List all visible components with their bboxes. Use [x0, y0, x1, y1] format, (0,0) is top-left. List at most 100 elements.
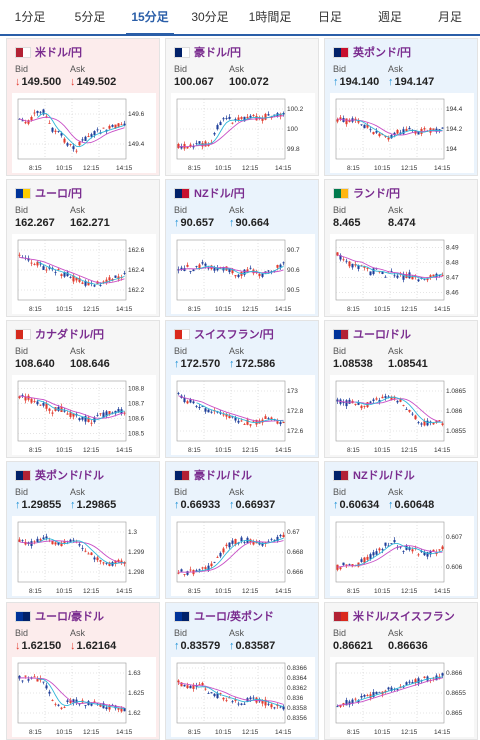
pair-name[interactable]: 英ポンド/ドル — [35, 470, 105, 482]
pair-name[interactable]: 豪ドル/ドル — [194, 470, 253, 482]
price-chart[interactable]: 108.8 108.7 108.6 108.5 8:15 10:15 12:15 14:15 — [12, 375, 156, 455]
currency-card[interactable]: 米ドル/円 Bid Ask ↓149.500 ↓149.502 149.6 149… — [6, 38, 160, 176]
currency-card[interactable]: 豪ドル/ドル Bid Ask ↑0.66933 ↑0.66937 0.67 0.6… — [165, 461, 319, 599]
currency-card[interactable]: ユーロ/豪ドル Bid Ask ↓1.62150 ↓1.62164 1.63 1.… — [6, 602, 160, 740]
bid-value: 162.267 — [15, 217, 55, 229]
currency-card[interactable]: ユーロ/英ポンド Bid Ask ↑0.83579 ↑0.83587 0.836… — [165, 602, 319, 740]
candle-body — [417, 678, 420, 684]
candle-body — [252, 421, 255, 423]
candle-body — [243, 703, 246, 705]
pair-name[interactable]: ユーロ/豪ドル — [35, 611, 105, 623]
pair-name[interactable]: NZドル/円 — [194, 188, 245, 200]
currency-card[interactable]: NZドル/ドル Bid Ask ↑0.60634 ↑0.60648 0.607 0… — [324, 461, 478, 599]
candle-body — [93, 131, 96, 136]
candle-body — [18, 254, 21, 256]
candle-body — [441, 275, 444, 277]
candle-body — [255, 115, 258, 121]
tab-timeframe[interactable]: 月足 — [437, 10, 462, 24]
price-chart[interactable]: 100.2 100 99.8 8:15 10:15 12:15 14:15 — [171, 93, 315, 173]
ask-number: 0.83587 — [235, 640, 276, 652]
candle-body — [84, 416, 87, 422]
tab-timeframe[interactable]: 週足 — [377, 10, 402, 24]
tab-timeframe[interactable]: 日足 — [317, 10, 342, 24]
price-chart[interactable]: 1.63 1.625 1.62 8:15 10:15 12:15 14:15 — [12, 657, 156, 737]
candle-body — [402, 405, 405, 407]
candle-body — [60, 542, 63, 547]
candle-body — [111, 412, 114, 414]
card-header: 英ポンド/円 — [333, 45, 411, 59]
candle-body — [51, 127, 54, 132]
candle-body — [372, 399, 375, 401]
candle-body — [225, 544, 228, 547]
pair-name[interactable]: NZドル/ドル — [353, 470, 415, 482]
tab-timeframe[interactable]: 5分足 — [74, 10, 106, 24]
pair-name[interactable]: 米ドル/スイスフラン — [353, 611, 455, 623]
pair-name[interactable]: ユーロ/円 — [35, 188, 83, 200]
currency-card[interactable]: 米ドル/スイスフラン Bid Ask 0.86621 0.86636 0.866… — [324, 602, 478, 740]
pair-name[interactable]: 豪ドル/円 — [194, 47, 242, 59]
currency-card[interactable]: NZドル/円 Bid Ask ↑90.657 ↑90.664 90.7 90.6 9… — [165, 179, 319, 317]
ask-value: ↓1.62164 — [70, 640, 116, 652]
y-tick-label: 0.865 — [446, 710, 463, 717]
tab-timeframe[interactable]: 1分足 — [14, 10, 46, 24]
price-chart[interactable]: 162.6 162.4 162.2 8:15 10:15 12:15 14:15 — [12, 234, 156, 314]
candle-body — [429, 551, 432, 555]
ask-value: 8.474 — [388, 217, 416, 229]
candle-body — [108, 705, 111, 710]
price-chart[interactable]: 173 172.8 172.6 8:15 10:15 12:15 14:15 — [171, 375, 315, 455]
pair-name[interactable]: 米ドル/円 — [35, 47, 83, 59]
price-chart[interactable]: 1.3 1.299 1.298 8:15 10:15 12:15 14:15 — [12, 516, 156, 596]
candle-body — [105, 707, 108, 709]
currency-card[interactable]: 豪ドル/円 Bid Ask 100.067 100.072 100.2 100 99… — [165, 38, 319, 176]
price-chart[interactable]: 0.8366 0.8364 0.8362 0.836 0.8358 0.8356 8:15 1… — [171, 657, 315, 737]
candle-body — [384, 690, 387, 693]
moving-average-line — [178, 682, 284, 705]
currency-card[interactable]: カナダドル/円 Bid Ask 108.640 108.646 108.8 108… — [6, 320, 160, 458]
candle-body — [234, 275, 237, 277]
price-chart[interactable]: 0.607 0.606 8:15 10:15 12:15 14:15 — [330, 516, 474, 596]
pair-name[interactable]: ユーロ/ドル — [353, 329, 412, 341]
candle-body — [213, 267, 216, 271]
ask-number: 100.072 — [229, 76, 269, 88]
candle-body — [369, 554, 372, 559]
candle-body — [216, 693, 219, 699]
x-tick-label: 12:15 — [83, 165, 100, 172]
price-chart[interactable]: 90.7 90.6 90.5 8:15 10:15 12:15 14:15 — [171, 234, 315, 314]
price-chart[interactable]: 0.866 0.8655 0.865 8:15 10:15 12:15 14:15 — [330, 657, 474, 737]
x-tick-label: 8:15 — [188, 447, 201, 454]
x-tick-label: 8:15 — [29, 729, 42, 736]
y-tick-label: 194 — [446, 146, 457, 153]
x-tick-label: 14:15 — [434, 306, 451, 313]
candle-body — [384, 542, 387, 546]
pair-name[interactable]: スイスフラン/円 — [194, 329, 274, 341]
bid-label: Bid — [333, 346, 347, 356]
y-tick-label: 172.6 — [287, 428, 304, 435]
pair-name[interactable]: ランド/円 — [353, 188, 401, 200]
price-chart[interactable]: 194.4 194.2 194 8:15 10:15 12:15 14:15 — [330, 93, 474, 173]
currency-card[interactable]: ユーロ/ドル Bid Ask 1.08538 1.08541 1.0865 1.0… — [324, 320, 478, 458]
price-chart[interactable]: 149.6 149.4 8:15 10:15 12:15 14:15 — [12, 93, 156, 173]
currency-card[interactable]: 英ポンド/ドル Bid Ask ↑1.29855 ↑1.29865 1.3 1.2… — [6, 461, 160, 599]
tab-timeframe[interactable]: 30分足 — [191, 10, 229, 24]
tab-timeframe[interactable]: 15分足 — [120, 0, 180, 36]
candle-body — [426, 552, 429, 557]
candle-body — [372, 552, 375, 556]
currency-card[interactable]: スイスフラン/円 Bid Ask ↑172.570 ↑172.586 173 17… — [165, 320, 319, 458]
currency-card[interactable]: 英ポンド/円 Bid Ask ↑194.140 ↑194.147 194.4 19… — [324, 38, 478, 176]
pair-name[interactable]: 英ポンド/円 — [353, 47, 412, 59]
x-tick-label: 8:15 — [188, 306, 201, 313]
up-arrow-icon: ↑ — [229, 358, 235, 370]
pair-name[interactable]: ユーロ/英ポンド — [194, 611, 275, 623]
candle-body — [411, 413, 414, 415]
candle-body — [60, 707, 63, 709]
chart-svg: 100.2 100 99.8 8:15 10:15 12:15 14:15 — [176, 98, 304, 172]
price-chart[interactable]: 8.49 8.48 8.47 8.46 8:15 10:15 12:15 14:15 — [330, 234, 474, 314]
price-chart[interactable]: 1.0865 1.086 1.0855 8:15 10:15 12:15 14:15 — [330, 375, 474, 455]
price-chart[interactable]: 0.67 0.668 0.666 8:15 10:15 12:15 14:15 — [171, 516, 315, 596]
tab-timeframe[interactable]: 1時間足 — [248, 10, 292, 24]
candle-body — [243, 269, 246, 275]
currency-card[interactable]: ユーロ/円 Bid Ask 162.267 162.271 162.6 162.4… — [6, 179, 160, 317]
pair-name[interactable]: カナダドル/円 — [35, 329, 105, 341]
y-tick-label: 90.5 — [287, 287, 300, 294]
currency-card[interactable]: ランド/円 Bid Ask 8.465 8.474 8.49 8.48 8.47 8.… — [324, 179, 478, 317]
